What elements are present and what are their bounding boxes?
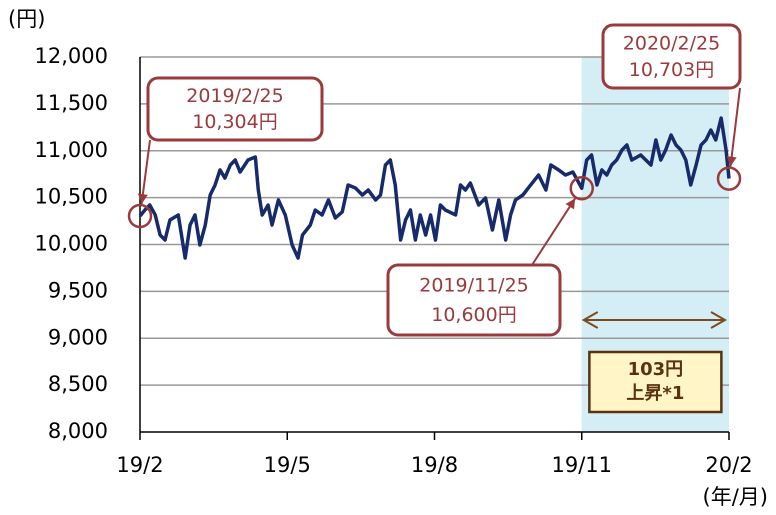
price-line	[138, 116, 731, 260]
leader-line	[140, 139, 151, 205]
annotation-box	[146, 76, 324, 142]
arrow-head	[710, 311, 728, 329]
highlight-label: 103円	[628, 359, 684, 380]
annotation-box	[601, 23, 742, 90]
y-tick-label: 10,000	[35, 232, 108, 256]
y-tick-label: 8,500	[48, 372, 108, 396]
leader-head	[565, 198, 576, 210]
leader-head	[137, 193, 148, 205]
leader-line	[729, 87, 741, 167]
annotation-box	[386, 263, 562, 337]
y-tick-label: 11,500	[35, 91, 108, 115]
arrow-head	[581, 311, 599, 329]
annotation-text: 10,304円	[192, 111, 277, 133]
highlight-label: 上昇*1	[626, 383, 684, 404]
y-tick-label: 12,000	[35, 44, 108, 68]
point-marker	[127, 203, 153, 229]
leader-head	[726, 156, 737, 167]
x-unit: (年/月)	[703, 485, 768, 509]
x-tick-label: 19/2	[116, 453, 163, 477]
x-tick-label: 19/8	[411, 453, 458, 477]
x-tick-label: 20/2	[705, 453, 752, 477]
y-unit: (円)	[8, 7, 45, 31]
annotation-text: 10,600円	[431, 304, 516, 326]
y-tick-label: 9,000	[48, 325, 108, 349]
y-tick-label: 10,500	[35, 185, 108, 209]
highlight-box	[588, 350, 723, 414]
point-marker	[716, 166, 742, 191]
annotation-text: 2019/11/25	[419, 275, 529, 297]
annotation-text: 2020/2/25	[623, 32, 720, 54]
leader-line	[531, 197, 577, 266]
x-tick-label: 19/11	[551, 453, 612, 477]
y-tick-label: 8,000	[48, 419, 108, 443]
annotation-text: 10,703円	[629, 59, 714, 81]
x-tick-label: 19/5	[264, 453, 311, 477]
annotation-text: 2019/2/25	[186, 85, 283, 107]
y-tick-label: 11,000	[35, 138, 108, 162]
point-marker	[569, 176, 594, 201]
y-tick-label: 9,500	[48, 278, 108, 302]
